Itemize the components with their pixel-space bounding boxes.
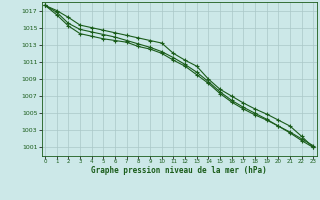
X-axis label: Graphe pression niveau de la mer (hPa): Graphe pression niveau de la mer (hPa)	[91, 166, 267, 175]
